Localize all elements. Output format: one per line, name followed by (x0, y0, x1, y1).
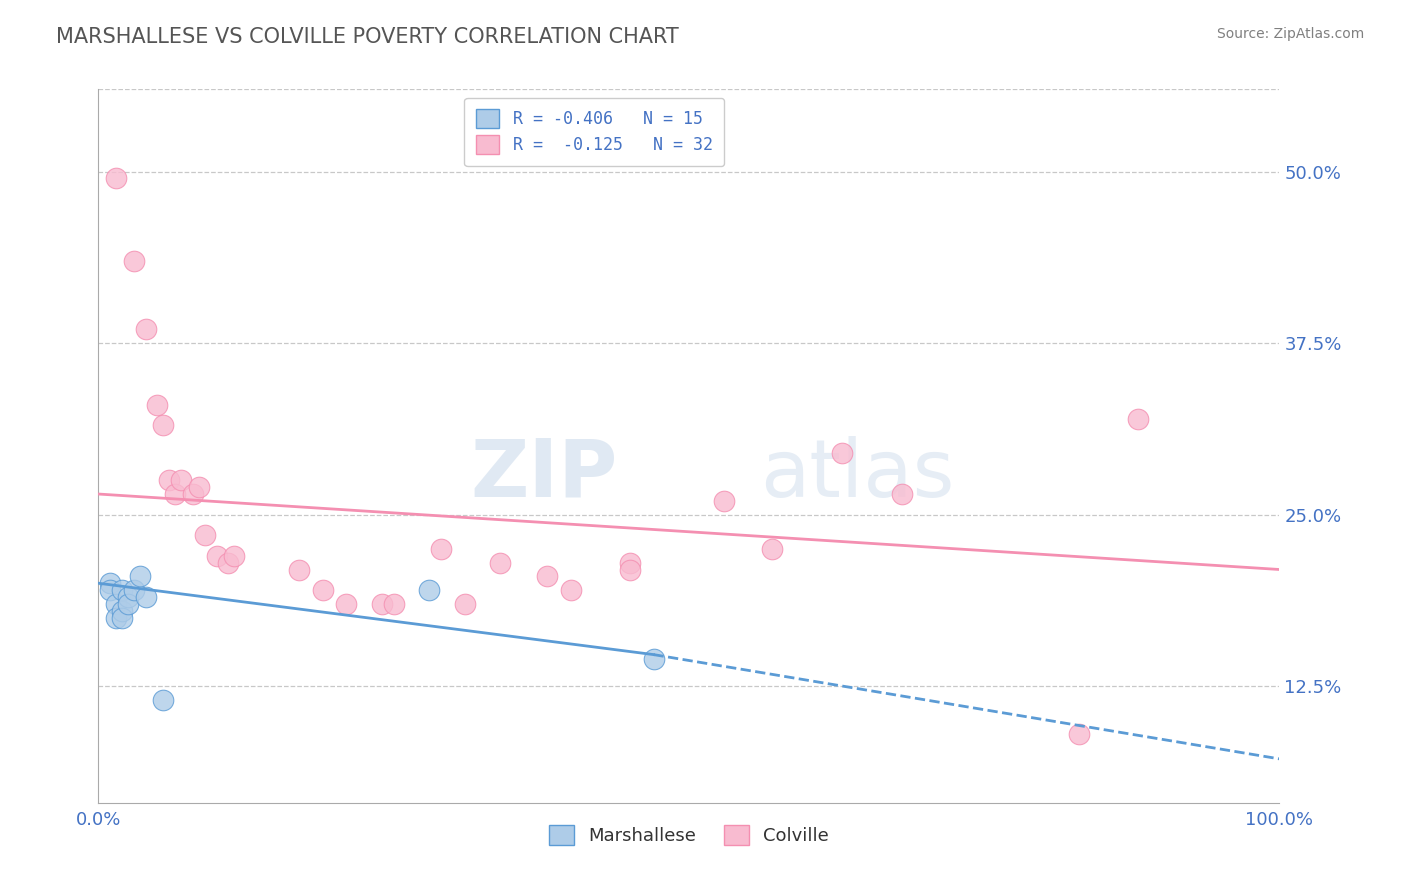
Point (1126, 411, 1149, 425)
Point (187, 480, 209, 494)
Point (117, 597, 139, 611)
Point (152, 418, 174, 433)
Point (713, 494, 735, 508)
Point (536, 569, 558, 583)
Point (98, 576, 121, 591)
Point (643, 651, 665, 665)
Point (335, 597, 357, 611)
Point (288, 562, 311, 576)
Text: MARSHALLESE VS COLVILLE POVERTY CORRELATION CHART: MARSHALLESE VS COLVILLE POVERTY CORRELAT… (56, 27, 679, 46)
Point (181, 487, 204, 501)
Point (418, 583, 440, 598)
Point (117, 590, 139, 604)
Point (105, 171, 128, 186)
Point (761, 541, 783, 556)
Point (194, 528, 217, 542)
Point (890, 487, 912, 501)
Point (135, 590, 157, 604)
Point (135, 322, 157, 336)
Point (217, 556, 239, 570)
Text: Source: ZipAtlas.com: Source: ZipAtlas.com (1216, 27, 1364, 41)
Point (170, 473, 193, 487)
Point (111, 604, 134, 618)
Point (619, 562, 641, 576)
Point (1067, 727, 1090, 741)
Point (111, 610, 134, 624)
Point (98, 583, 121, 598)
Point (371, 597, 394, 611)
Text: atlas: atlas (759, 435, 955, 514)
Point (430, 541, 453, 556)
Point (105, 597, 128, 611)
Point (128, 569, 150, 583)
Point (122, 253, 145, 268)
Point (146, 398, 169, 412)
Point (111, 583, 134, 598)
Point (122, 583, 145, 598)
Point (382, 597, 405, 611)
Point (224, 549, 246, 563)
Legend: Marshallese, Colville: Marshallese, Colville (536, 812, 842, 858)
Point (105, 610, 128, 624)
Point (453, 597, 475, 611)
Point (831, 446, 853, 460)
Point (165, 487, 187, 501)
Point (560, 583, 582, 598)
Point (205, 549, 228, 563)
Point (152, 693, 174, 707)
Text: ZIP: ZIP (471, 435, 619, 514)
Point (312, 583, 335, 598)
Point (489, 556, 512, 570)
Point (157, 473, 180, 487)
Point (619, 556, 641, 570)
